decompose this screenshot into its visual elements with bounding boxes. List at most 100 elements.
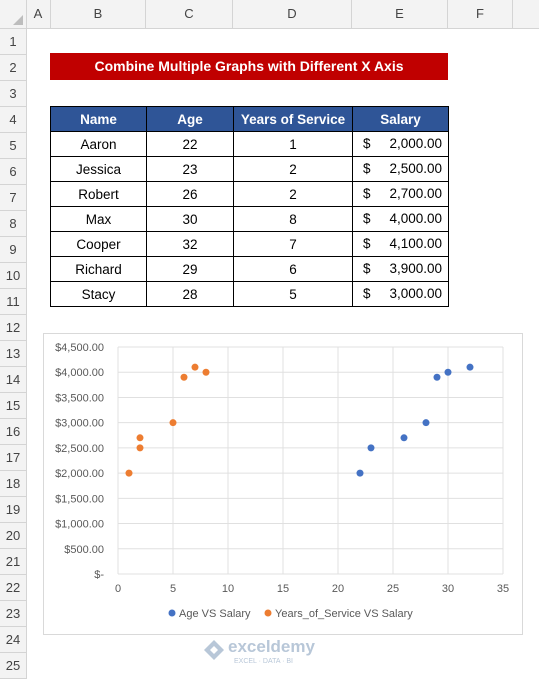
cell-name[interactable]: Max	[50, 206, 147, 232]
salary-currency: $	[363, 186, 371, 201]
cell-years-of-service[interactable]: 5	[233, 281, 353, 307]
row-header-1[interactable]: 1	[0, 29, 26, 55]
cell-years-of-service[interactable]: 7	[233, 231, 353, 257]
cell-salary[interactable]: $4,000.00	[352, 206, 449, 232]
cell-age[interactable]: 30	[146, 206, 234, 232]
chart-svg: $- $500.00 $1,000.00 $1,500.00 $2,000.00 $2,5…	[55, 342, 509, 620]
row-header-14[interactable]: 14	[0, 367, 26, 393]
x-tick-label: 10	[222, 583, 234, 595]
cell-age[interactable]: 22	[146, 131, 234, 157]
row-header-23[interactable]: 23	[0, 601, 26, 627]
cell-years-of-service[interactable]: 8	[233, 206, 353, 232]
row-header-2[interactable]: 2	[0, 55, 26, 81]
row-header-10[interactable]: 10	[0, 263, 26, 289]
row-header-17[interactable]: 17	[0, 445, 26, 471]
row-header-22[interactable]: 22	[0, 575, 26, 601]
row-header-3[interactable]: 3	[0, 81, 26, 107]
cell-name[interactable]: Aaron	[50, 131, 147, 157]
data-point-years-of-service-vs-salary[interactable]	[191, 363, 199, 371]
row-header-25[interactable]: 25	[0, 653, 26, 679]
salary-currency: $	[363, 236, 371, 251]
salary-amount: 2,700.00	[389, 186, 442, 201]
data-point-years-of-service-vs-salary[interactable]	[169, 419, 177, 427]
table-row: Robert 26 2 $2,700.00	[50, 181, 449, 207]
row-header-24[interactable]: 24	[0, 627, 26, 653]
row-header-4[interactable]: 4	[0, 107, 26, 133]
row-header-7[interactable]: 7	[0, 185, 26, 211]
cell-name[interactable]: Robert	[50, 181, 147, 207]
row-header-12[interactable]: 12	[0, 315, 26, 341]
cell-age[interactable]: 32	[146, 231, 234, 257]
sheet-title[interactable]: Combine Multiple Graphs with Different X…	[50, 53, 448, 80]
cell-name[interactable]: Stacy	[50, 281, 147, 307]
cell-years-of-service[interactable]: 2	[233, 181, 353, 207]
row-header-8[interactable]: 8	[0, 211, 26, 237]
header-salary[interactable]: Salary	[352, 106, 449, 132]
column-header-c[interactable]: C	[146, 0, 233, 28]
column-header-a[interactable]: A	[26, 0, 51, 28]
data-point-years-of-service-vs-salary[interactable]	[202, 368, 210, 376]
cell-years-of-service[interactable]: 6	[233, 256, 353, 282]
data-point-age-vs-salary[interactable]	[422, 419, 430, 427]
cell-salary[interactable]: $3,000.00	[352, 281, 449, 307]
salary-currency: $	[363, 286, 371, 301]
cell-name[interactable]: Cooper	[50, 231, 147, 257]
column-header-f[interactable]: F	[448, 0, 513, 28]
cell-name[interactable]: Jessica	[50, 156, 147, 182]
data-point-age-vs-salary[interactable]	[444, 368, 452, 376]
cell-salary[interactable]: $3,900.00	[352, 256, 449, 282]
column-header-d[interactable]: D	[233, 0, 352, 28]
row-header-21[interactable]: 21	[0, 549, 26, 575]
salary-currency: $	[363, 136, 371, 151]
row-header-19[interactable]: 19	[0, 497, 26, 523]
header-name[interactable]: Name	[50, 106, 147, 132]
data-point-age-vs-salary[interactable]	[433, 373, 441, 381]
header-age[interactable]: Age	[146, 106, 234, 132]
data-point-years-of-service-vs-salary[interactable]	[180, 373, 188, 381]
legend-label: Age VS Salary	[179, 608, 251, 620]
row-header-5[interactable]: 5	[0, 133, 26, 159]
column-header-e[interactable]: E	[352, 0, 448, 28]
salary-currency: $	[363, 261, 371, 276]
row-header-9[interactable]: 9	[0, 237, 26, 263]
select-all-corner[interactable]	[0, 0, 27, 28]
cell-years-of-service[interactable]: 1	[233, 131, 353, 157]
column-header-b[interactable]: B	[51, 0, 146, 28]
data-point-age-vs-salary[interactable]	[466, 363, 474, 371]
data-point-years-of-service-vs-salary[interactable]	[136, 434, 144, 442]
data-point-years-of-service-vs-salary[interactable]	[125, 469, 133, 477]
row-header-16[interactable]: 16	[0, 419, 26, 445]
y-tick-label: $1,000.00	[55, 519, 104, 531]
data-point-years-of-service-vs-salary[interactable]	[136, 444, 144, 452]
cell-salary[interactable]: $2,700.00	[352, 181, 449, 207]
y-tick-label: $4,000.00	[55, 367, 104, 379]
salary-amount: 2,000.00	[389, 136, 442, 151]
cell-years-of-service[interactable]: 2	[233, 156, 353, 182]
y-tick-label: $3,000.00	[55, 418, 104, 430]
data-point-age-vs-salary[interactable]	[367, 444, 375, 452]
cell-age[interactable]: 26	[146, 181, 234, 207]
header-years-of-service[interactable]: Years of Service	[233, 106, 353, 132]
cell-salary[interactable]: $2,000.00	[352, 131, 449, 157]
scatter-chart[interactable]: $- $500.00 $1,000.00 $1,500.00 $2,000.00 $2,5…	[43, 333, 523, 635]
cell-age[interactable]: 29	[146, 256, 234, 282]
y-tick-label: $2,500.00	[55, 443, 104, 455]
row-header-11[interactable]: 11	[0, 289, 26, 315]
salary-currency: $	[363, 161, 371, 176]
cell-salary[interactable]: $2,500.00	[352, 156, 449, 182]
cell-age[interactable]: 28	[146, 281, 234, 307]
row-header-6[interactable]: 6	[0, 159, 26, 185]
exceldemy-logo-icon	[204, 640, 224, 660]
data-point-age-vs-salary[interactable]	[356, 469, 364, 477]
data-point-age-vs-salary[interactable]	[400, 434, 408, 442]
cell-name[interactable]: Richard	[50, 256, 147, 282]
row-header-18[interactable]: 18	[0, 471, 26, 497]
y-tick-label: $2,000.00	[55, 468, 104, 480]
row-header-13[interactable]: 13	[0, 341, 26, 367]
cell-salary[interactable]: $4,100.00	[352, 231, 449, 257]
row-header-20[interactable]: 20	[0, 523, 26, 549]
row-header-15[interactable]: 15	[0, 393, 26, 419]
data-table: Name Age Years of Service Salary Aaron 22…	[50, 106, 449, 307]
cell-age[interactable]: 23	[146, 156, 234, 182]
row-header-bar: 1 2 3 4 5 6 7 8 9 10 11 12 13 14 15 16 17 18 19 20 21 22 23 24 2…	[0, 29, 27, 679]
